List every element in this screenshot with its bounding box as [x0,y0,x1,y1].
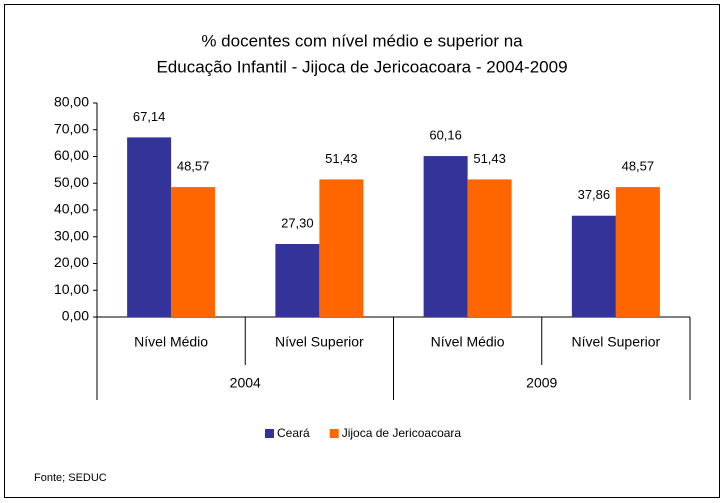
x-tick-label: Nível Superior [275,334,364,350]
bar [171,187,216,317]
x-tick-label: Nível Médio [134,334,208,350]
legend-swatch [265,429,274,438]
y-tick-label: 80,00 [54,94,89,110]
legend-label: Ceará [277,426,310,440]
bar [423,156,468,317]
value-label: 60,16 [429,128,462,143]
bar [127,137,172,317]
bar [571,215,616,317]
y-tick-label: 40,00 [54,201,89,217]
source: Fonte; SEDUC [34,472,107,484]
x-tick-label: Nível Superior [572,334,661,350]
chart-title: Educação Infantil - Jijoca de Jericoacoa… [156,57,567,76]
value-label: 51,43 [325,151,358,166]
y-tick-label: 60,00 [54,147,89,163]
y-tick-label: 20,00 [54,254,89,270]
y-tick-label: 10,00 [54,281,89,297]
value-label: 48,57 [177,159,210,174]
bar [319,179,364,317]
value-label: 37,86 [578,187,611,202]
y-tick-label: 30,00 [54,227,89,243]
x-tick-label: Nível Médio [431,334,505,350]
y-tick-label: 50,00 [54,174,89,190]
y-tick-label: 70,00 [54,120,89,136]
group-label: 2009 [526,375,557,391]
legend-swatch [329,429,339,438]
bar [467,179,512,317]
value-label: 27,30 [281,215,314,230]
y-tick-label: 0,00 [62,308,89,324]
value-label: 51,43 [473,151,506,166]
value-label: 67,14 [133,109,166,124]
value-label: 48,57 [622,159,655,174]
legend-label: Jijoca de Jericoacoara [342,426,462,440]
bar [615,187,660,317]
bar [275,243,320,317]
group-label: 2004 [230,375,261,391]
chart-title: % docentes com nível médio e superior na [201,31,523,50]
